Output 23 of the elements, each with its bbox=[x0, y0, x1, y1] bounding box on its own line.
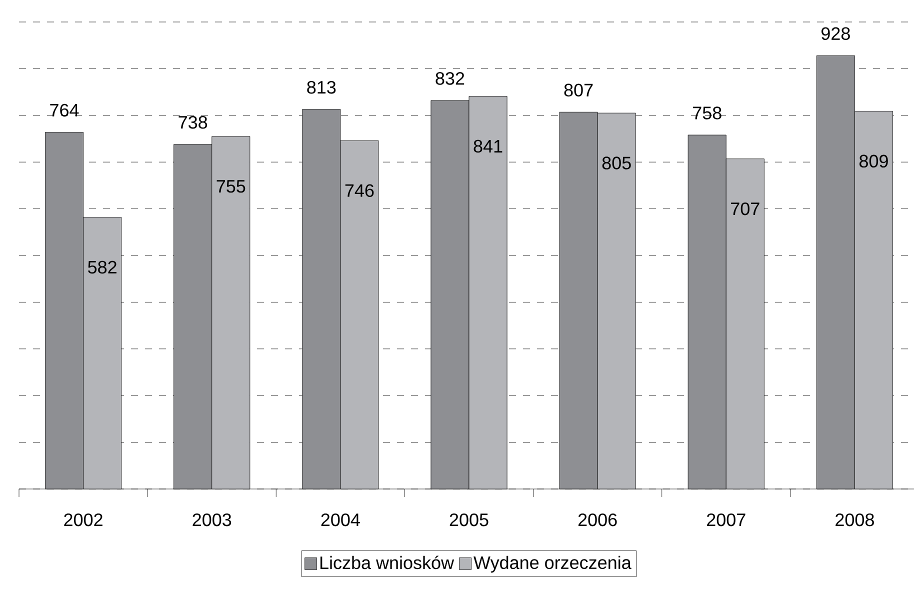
data-label: 707 bbox=[731, 202, 760, 216]
x-tick-label: 2007 bbox=[707, 513, 746, 526]
x-tick-label: 2003 bbox=[192, 513, 232, 526]
data-label: 805 bbox=[602, 156, 631, 170]
data-label: 764 bbox=[50, 104, 79, 117]
data-label: 582 bbox=[88, 260, 116, 274]
data-label: 832 bbox=[436, 72, 464, 85]
data-label: 841 bbox=[474, 140, 502, 153]
data-label: 809 bbox=[860, 154, 888, 168]
data-label: 738 bbox=[178, 116, 208, 129]
x-tick-label: 2008 bbox=[836, 513, 874, 526]
x-tick-label: 2005 bbox=[450, 513, 488, 526]
x-tick-label: 2002 bbox=[64, 513, 102, 526]
legend-label: Liczba wniosków bbox=[320, 556, 454, 570]
legend-label: Wydane orzeczenia bbox=[474, 556, 632, 573]
data-label: 758 bbox=[693, 106, 722, 120]
data-label: 928 bbox=[822, 27, 850, 40]
data-label: 813 bbox=[307, 80, 336, 94]
data-label: 807 bbox=[564, 84, 593, 96]
data-label: 746 bbox=[345, 184, 374, 197]
data-label: 755 bbox=[216, 180, 246, 193]
x-tick-label: 2004 bbox=[321, 513, 360, 526]
x-tick-label: 2006 bbox=[578, 513, 617, 526]
